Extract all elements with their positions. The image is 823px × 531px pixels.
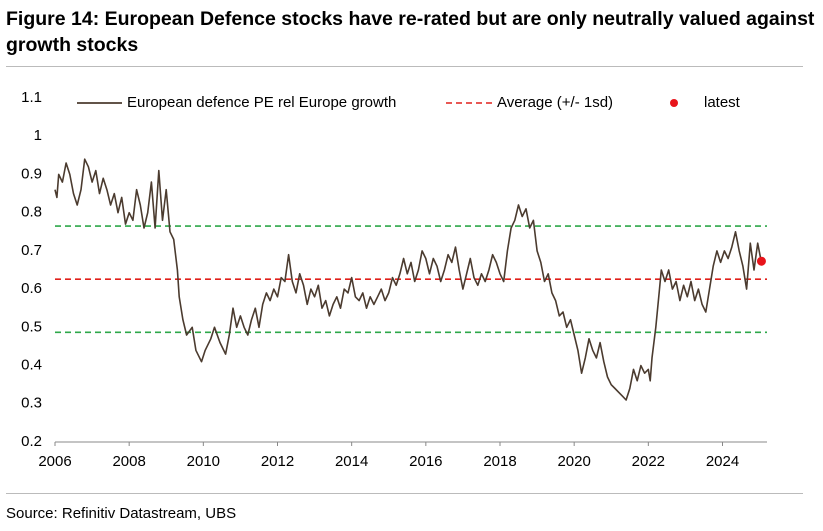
x-tick-label: 2024 bbox=[706, 453, 739, 470]
legend-label: Average (+/- 1sd) bbox=[497, 94, 613, 111]
latest-point bbox=[756, 256, 766, 266]
y-tick-label: 1 bbox=[34, 127, 42, 144]
y-tick-label: 0.5 bbox=[21, 318, 42, 335]
y-tick-label: 0.2 bbox=[21, 433, 42, 450]
y-tick-label: 0.4 bbox=[21, 357, 42, 374]
divider bbox=[6, 66, 803, 67]
y-tick-label: 0.7 bbox=[21, 242, 42, 259]
legend-swatch bbox=[670, 99, 678, 107]
y-tick-label: 0.3 bbox=[21, 395, 42, 412]
x-tick-label: 2006 bbox=[38, 453, 71, 470]
legend-label: European defence PE rel Europe growth bbox=[127, 94, 396, 111]
x-tick-label: 2016 bbox=[409, 453, 442, 470]
x-tick-label: 2022 bbox=[632, 453, 665, 470]
chart-title: Figure 14: European Defence stocks have … bbox=[6, 8, 815, 56]
y-tick-label: 0.9 bbox=[21, 165, 42, 182]
data-line bbox=[54, 158, 763, 401]
x-tick-label: 2012 bbox=[261, 453, 294, 470]
source-note: Source: Refinitiv Datastream, UBS bbox=[6, 505, 237, 522]
x-tick-label: 2020 bbox=[557, 453, 590, 470]
x-tick-label: 2008 bbox=[112, 453, 145, 470]
divider bbox=[6, 493, 803, 494]
y-tick-label: 0.8 bbox=[21, 204, 42, 221]
legend-label: latest bbox=[704, 94, 741, 111]
x-tick-label: 2010 bbox=[187, 453, 220, 470]
x-tick-label: 2014 bbox=[335, 453, 368, 470]
y-tick-label: 0.6 bbox=[21, 280, 42, 297]
x-tick-label: 2018 bbox=[483, 453, 516, 470]
y-tick-label: 1.1 bbox=[21, 89, 42, 106]
